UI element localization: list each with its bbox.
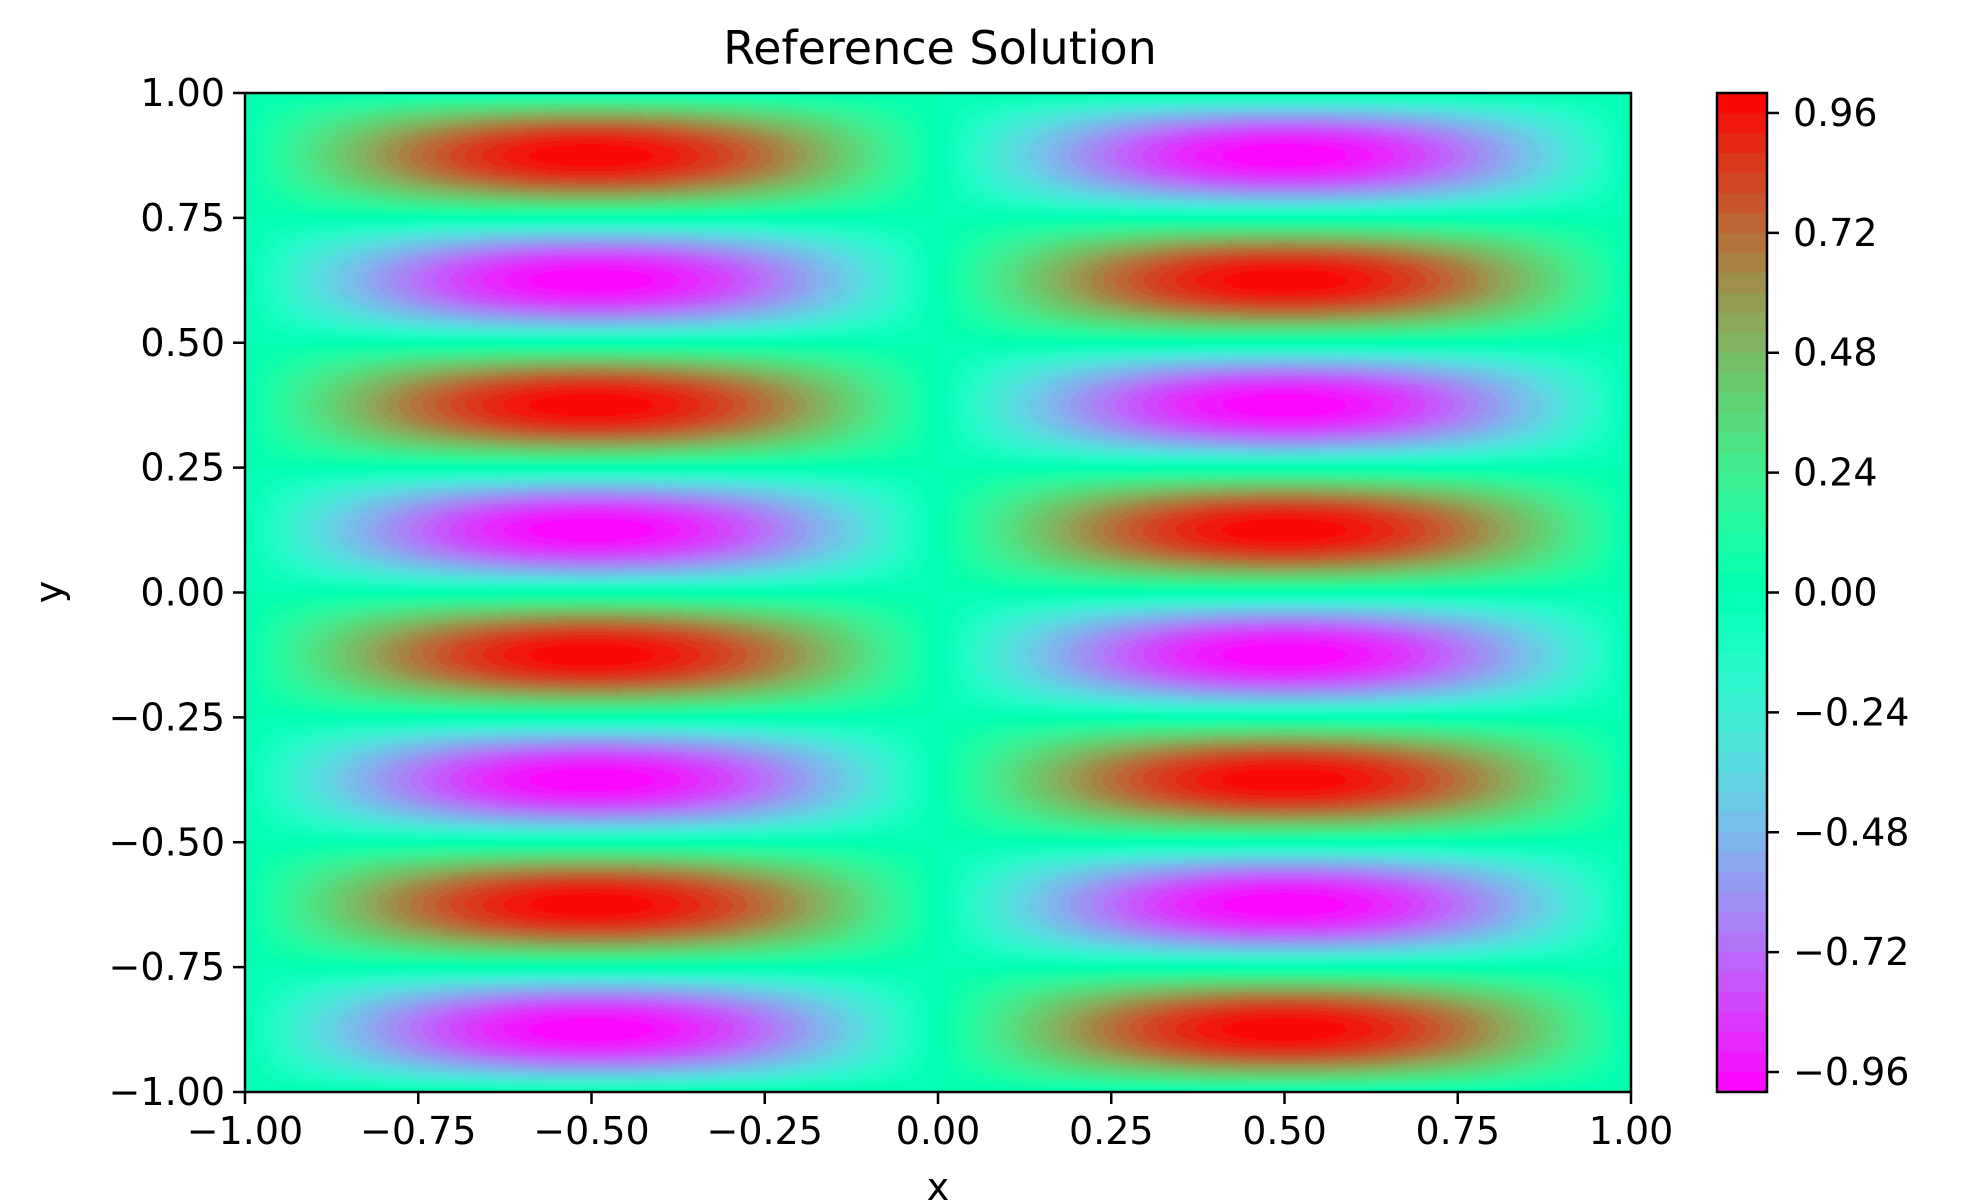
colorbar-tick-label: −0.48 bbox=[1793, 810, 1909, 854]
colorbar-tick-label: 0.48 bbox=[1793, 331, 1878, 375]
heatmap-image bbox=[245, 93, 1631, 1092]
x-tick-label: −1.00 bbox=[187, 1109, 303, 1153]
y-tick-label: 0.75 bbox=[140, 196, 225, 240]
colorbar-tick-label: −0.96 bbox=[1793, 1050, 1909, 1094]
y-tick-label: 0.00 bbox=[140, 571, 225, 615]
colorbar-tick-label: 0.72 bbox=[1793, 211, 1878, 255]
x-axis-label: x bbox=[927, 1165, 950, 1202]
colorbar: 0.96 0.72 0.48 0.24 0.00 −0.24 −0.48 −0.72 −0.96 bbox=[1715, 91, 1909, 1094]
x-axis: −1.00 −0.75 −0.50 −0.25 0.00 0.25 0.50 0.75 1.00 bbox=[187, 1092, 1674, 1153]
chart-title: Reference Solution bbox=[723, 21, 1157, 75]
y-axis-label: y bbox=[27, 581, 71, 604]
colorbar-tick-label: 0.00 bbox=[1793, 571, 1878, 615]
y-tick-label: 1.00 bbox=[140, 71, 225, 115]
colorbar-tick-label: 0.24 bbox=[1793, 451, 1878, 495]
x-tick-label: 0.25 bbox=[1069, 1109, 1154, 1153]
y-tick-label: 0.50 bbox=[140, 321, 225, 365]
x-tick-label: 0.50 bbox=[1242, 1109, 1327, 1153]
x-tick-label: −0.50 bbox=[533, 1109, 649, 1153]
x-tick-label: 1.00 bbox=[1589, 1109, 1674, 1153]
y-tick-label: −1.00 bbox=[109, 1070, 225, 1114]
y-tick-label: −0.25 bbox=[109, 695, 225, 739]
heatmap-plot-area bbox=[243, 91, 1633, 1094]
colorbar-tick-label: −0.24 bbox=[1793, 690, 1909, 734]
x-tick-label: −0.75 bbox=[360, 1109, 476, 1153]
x-tick-label: 0.75 bbox=[1415, 1109, 1500, 1153]
colorbar-tick-label: −0.72 bbox=[1793, 930, 1909, 974]
y-axis: 1.00 0.75 0.50 0.25 0.00 −0.25 −0.50 −0.75 −1.00 bbox=[109, 71, 245, 1114]
x-tick-label: 0.00 bbox=[896, 1109, 981, 1153]
x-tick-label: −0.25 bbox=[707, 1109, 823, 1153]
colorbar-tick-label: 0.96 bbox=[1793, 91, 1878, 135]
y-tick-label: −0.50 bbox=[109, 820, 225, 864]
colorbar-ticks: 0.96 0.72 0.48 0.24 0.00 −0.24 −0.48 −0.72 −0.96 bbox=[1767, 91, 1909, 1094]
colorbar-gradient bbox=[1717, 93, 1767, 1092]
y-tick-label: 0.25 bbox=[140, 446, 225, 490]
y-tick-label: −0.75 bbox=[109, 945, 225, 989]
